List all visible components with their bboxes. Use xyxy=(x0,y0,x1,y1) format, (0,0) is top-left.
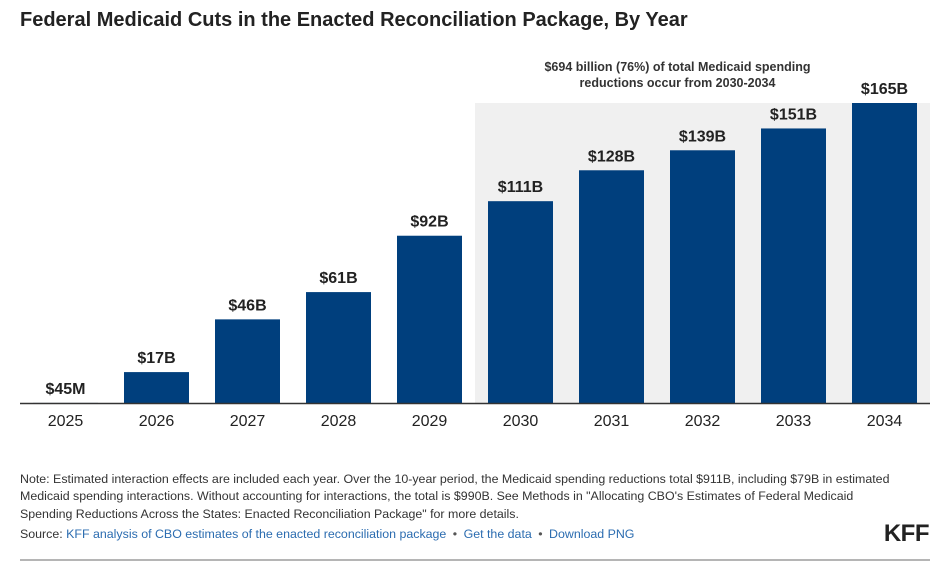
source-prefix: Source: xyxy=(20,527,63,541)
bar-chart: $694 billion (76%) of total Medicaid spe… xyxy=(20,60,930,430)
value-label-2030: $111B xyxy=(498,179,543,196)
value-labels: $45M $17B $46B $61B $92B $111B $128B $139B $151B… xyxy=(45,81,908,398)
x-tick-label-2034: 2034 xyxy=(867,413,903,430)
value-label-2031: $128B xyxy=(588,148,635,165)
bar-2032 xyxy=(670,150,735,403)
bar-2034 xyxy=(852,103,917,403)
x-tick-label-2033: 2033 xyxy=(776,413,812,430)
x-tick-label-2030: 2030 xyxy=(503,413,539,430)
footer-rule xyxy=(20,559,930,561)
source-line: Source: KFF analysis of CBO estimates of… xyxy=(20,527,634,541)
bar-2029 xyxy=(397,235,462,403)
download-png-link[interactable]: Download PNG xyxy=(549,527,635,541)
chart-title: Federal Medicaid Cuts in the Enacted Rec… xyxy=(20,9,688,31)
x-tick-label-2028: 2028 xyxy=(321,413,357,430)
bar-2031 xyxy=(579,170,644,403)
value-label-2026: $17B xyxy=(137,350,175,367)
annotation-line-1: $694 billion (76%) of total Medicaid spe… xyxy=(544,60,810,74)
annotation-line-2: reductions occur from 2030-2034 xyxy=(580,76,776,90)
bar-2030 xyxy=(488,201,553,403)
x-tick-label-2025: 2025 xyxy=(48,413,84,430)
value-label-2033: $151B xyxy=(770,106,817,123)
bar-2028 xyxy=(306,292,371,403)
separator: • xyxy=(452,527,458,541)
value-label-2028: $61B xyxy=(319,270,357,287)
value-label-2034: $165B xyxy=(861,81,908,98)
x-tick-label-2029: 2029 xyxy=(412,413,448,430)
bar-2026 xyxy=(124,372,189,403)
value-label-2032: $139B xyxy=(679,128,726,145)
x-tick-label-2031: 2031 xyxy=(594,413,630,430)
bar-2027 xyxy=(215,319,280,403)
x-tick-label-2026: 2026 xyxy=(139,413,175,430)
value-label-2029: $92B xyxy=(410,214,448,231)
kff-logo: KFF xyxy=(883,520,930,547)
x-tick-label-2032: 2032 xyxy=(685,413,721,430)
value-label-2025: $45M xyxy=(45,381,85,398)
source-link[interactable]: KFF analysis of CBO estimates of the ena… xyxy=(66,527,447,541)
bars-group xyxy=(33,103,917,404)
bar-2033 xyxy=(761,128,826,404)
x-tick-labels: 2025 2026 2027 2028 2029 2030 2031 2032 2033 2034 xyxy=(48,413,903,430)
value-label-2027: $46B xyxy=(228,297,266,314)
chart-note: Note: Estimated interaction effects are … xyxy=(20,472,890,521)
separator: • xyxy=(538,527,543,541)
x-tick-label-2027: 2027 xyxy=(230,413,266,430)
get-data-link[interactable]: Get the data xyxy=(463,527,532,541)
